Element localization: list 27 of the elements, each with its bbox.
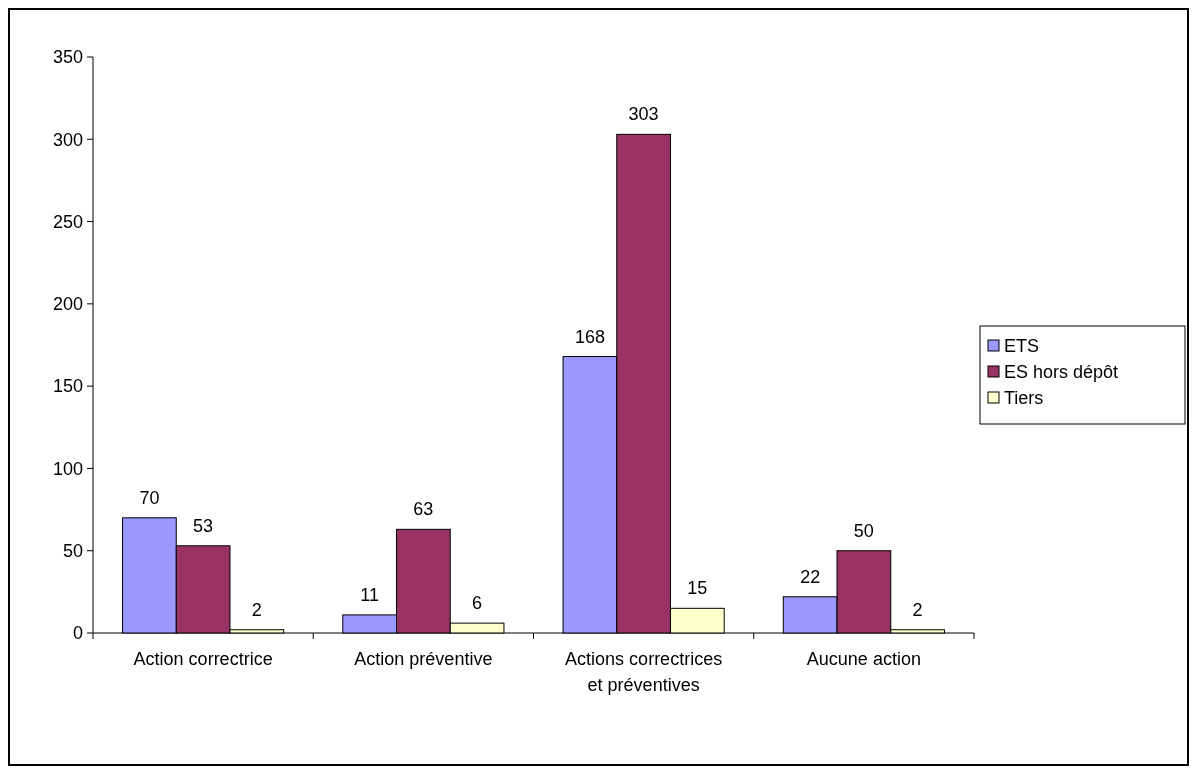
y-tick-label: 300 (52, 129, 83, 150)
y-tick-label: 100 (52, 458, 83, 479)
data-label: 70 (139, 487, 160, 508)
data-label: 22 (800, 566, 821, 587)
y-tick-label: 350 (52, 47, 83, 68)
y-tick-label: 0 (72, 623, 83, 644)
y-tick-label: 250 (52, 211, 83, 232)
legend-label: ETS (1004, 336, 1040, 357)
x-tick-label: Aucune action (806, 649, 921, 669)
data-label: 2 (251, 599, 262, 620)
y-tick-label: 50 (62, 541, 83, 562)
x-tick-label: Action préventive (354, 649, 493, 669)
x-tick-label: Action correctrice (133, 649, 273, 669)
data-label: 53 (193, 515, 214, 536)
y-tick-label: 200 (52, 294, 83, 315)
data-label: 303 (628, 104, 659, 125)
data-label: 15 (687, 578, 708, 599)
legend-label: ES hors dépôt (1004, 362, 1119, 383)
data-label: 50 (853, 520, 874, 541)
legend-label: Tiers (1004, 388, 1044, 409)
data-label: 11 (360, 584, 379, 605)
data-label: 168 (574, 326, 605, 347)
data-label: 63 (413, 499, 434, 520)
data-label: 6 (472, 593, 483, 614)
data-label: 2 (912, 599, 923, 620)
x-tick-label: Actions correctrices et préventives (565, 649, 723, 695)
y-tick-label: 150 (52, 376, 83, 397)
